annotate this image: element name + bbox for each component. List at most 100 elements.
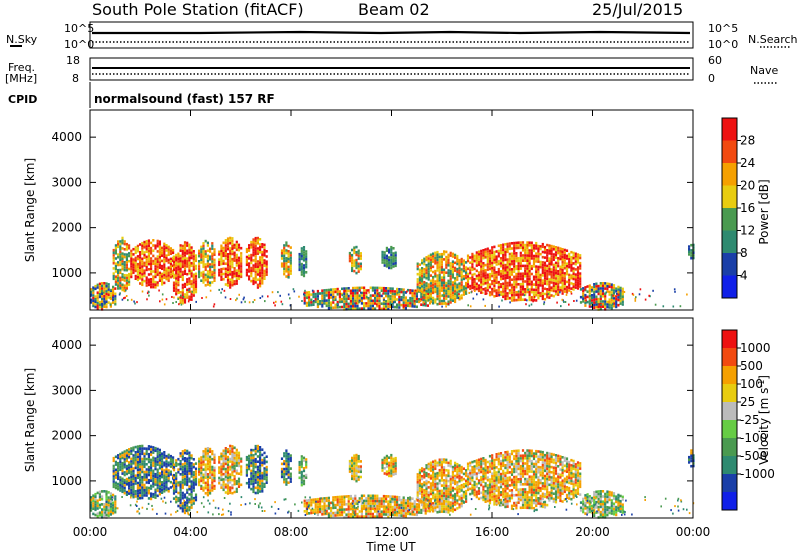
- power-echo-cell: [508, 244, 511, 248]
- power-echo-cell: [167, 248, 170, 251]
- power-echo-cell: [263, 261, 266, 265]
- power-echo-cell: [213, 248, 216, 251]
- power-echo-cell: [101, 295, 104, 298]
- velocity-echo-cell: [114, 471, 117, 474]
- power-noise-cell: [575, 299, 578, 302]
- velocity-echo-cell: [130, 470, 133, 474]
- power-echo-cell: [515, 278, 518, 281]
- velocity-echo-cell: [190, 462, 193, 465]
- velocity-echo-cell: [105, 495, 108, 499]
- power-echo-cell: [425, 269, 428, 272]
- velocity-echo-cell: [190, 503, 193, 507]
- velocity-echo-cell: [150, 461, 153, 464]
- velocity-echo-cell: [190, 464, 193, 468]
- power-echo-cell: [595, 295, 598, 299]
- velocity-echo-cell: [165, 486, 168, 489]
- velocity-echo-cell: [125, 490, 128, 494]
- power-echo-cell: [161, 283, 164, 286]
- power-echo-cell: [209, 250, 212, 253]
- power-echo-cell: [579, 295, 583, 299]
- power-echo-cell: [582, 289, 585, 293]
- power-echo-cell: [515, 267, 518, 271]
- power-echo-cell: [554, 248, 558, 252]
- velocity-echo-cell: [338, 511, 341, 514]
- velocity-echo-cell: [261, 487, 264, 490]
- power-echo-cell: [117, 274, 120, 277]
- velocity-echo-cell: [353, 470, 356, 473]
- power-echo-cell: [254, 260, 257, 263]
- power-echo-cell: [231, 278, 234, 282]
- velocity-echo-cell: [177, 457, 180, 461]
- velocity-echo-cell: [90, 496, 93, 499]
- velocity-echo-cell: [369, 502, 372, 505]
- power-echo-cell: [179, 249, 182, 252]
- velocity-echo-cell: [316, 513, 319, 517]
- power-echo-cell: [532, 257, 536, 260]
- power-echo-cell: [383, 259, 386, 262]
- power-echo-cell: [280, 254, 284, 258]
- power-noise-cell: [556, 301, 558, 304]
- power-echo-cell: [429, 266, 432, 270]
- power-echo-cell: [169, 249, 172, 253]
- power-noise-cell: [673, 288, 676, 291]
- power-echo-cell: [486, 286, 489, 290]
- velocity-echo-cell: [390, 464, 393, 467]
- power-echo-cell: [94, 305, 97, 309]
- power-echo-cell: [610, 293, 613, 297]
- power-echo-cell: [429, 263, 432, 267]
- velocity-echo-cell: [158, 461, 161, 465]
- velocity-echo-cell: [109, 492, 112, 495]
- power-echo-cell: [398, 298, 401, 301]
- power-echo-cell: [429, 287, 432, 290]
- velocity-echo-cell: [418, 481, 421, 485]
- velocity-echo-cell: [367, 499, 370, 503]
- power-echo-cell: [582, 300, 585, 303]
- power-echo-cell: [245, 260, 248, 264]
- power-echo-cell: [404, 291, 407, 294]
- power-echo-cell: [599, 284, 602, 288]
- velocity-echo-cell: [423, 496, 426, 500]
- velocity-echo-cell: [418, 476, 421, 480]
- power-echo-cell: [150, 265, 153, 268]
- power-echo-cell: [548, 262, 551, 266]
- power-echo-cell: [477, 289, 481, 293]
- velocity-echo-cell: [305, 504, 308, 508]
- power-noise-cell: [584, 288, 586, 291]
- power-echo-cell: [136, 275, 139, 279]
- power-echo-cell: [101, 282, 104, 285]
- power-noise-cell: [598, 303, 600, 306]
- power-echo-cell: [390, 266, 393, 270]
- power-noise-cell: [565, 293, 568, 296]
- power-noise-cell: [161, 293, 164, 296]
- power-echo-cell: [404, 301, 407, 305]
- power-echo-cell: [181, 270, 184, 274]
- power-echo-cell: [445, 297, 448, 300]
- power-echo-cell: [139, 282, 142, 285]
- power-echo-cell: [528, 241, 531, 244]
- velocity-echo-cell: [222, 467, 225, 471]
- power-echo-cell: [570, 261, 573, 264]
- power-noise-cell: [127, 299, 129, 302]
- power-echo-cell: [411, 294, 414, 298]
- velocity-echo-cell: [367, 512, 370, 516]
- velocity-echo-cell: [136, 468, 139, 472]
- velocity-echo-cell: [128, 487, 131, 490]
- velocity-echo-cell: [152, 477, 155, 480]
- velocity-echo-cell: [105, 508, 108, 512]
- velocity-echo-cell: [226, 484, 230, 487]
- power-echo-cell: [179, 259, 182, 263]
- power-echo-cell: [169, 275, 172, 279]
- power-echo-cell: [256, 268, 259, 271]
- velocity-echo-cell: [101, 490, 104, 493]
- velocity-echo-cell: [265, 471, 268, 474]
- power-echo-cell: [107, 283, 110, 286]
- velocity-echo-cell: [409, 507, 412, 511]
- power-echo-cell: [136, 273, 139, 276]
- velocity-echo-cell: [235, 448, 238, 452]
- power-echo-cell: [213, 276, 216, 280]
- velocity-echo-cell: [206, 488, 209, 492]
- velocity-echo-cell: [200, 479, 203, 483]
- velocity-echo-cell: [147, 445, 150, 448]
- velocity-echo-cell: [310, 501, 313, 504]
- velocity-echo-cell: [209, 476, 212, 479]
